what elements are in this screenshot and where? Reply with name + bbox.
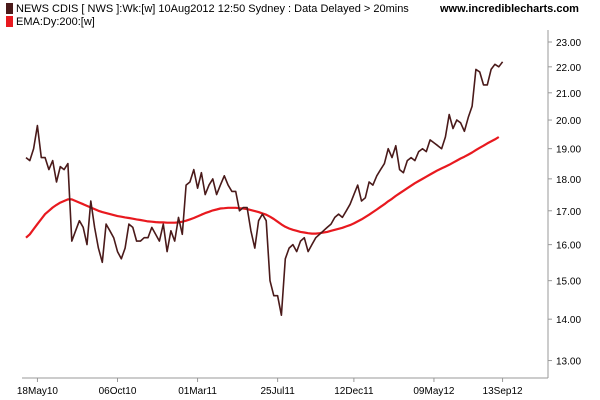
- series-layer: [25, 61, 504, 317]
- y-tick-label: 15.00: [556, 277, 581, 288]
- legend-ema-swatch: [6, 16, 13, 27]
- y-tick-label: 14.00: [556, 315, 581, 326]
- y-tick-label: 18.00: [556, 175, 581, 186]
- legend-price-swatch: [6, 3, 13, 14]
- y-tick-label: 21.00: [556, 89, 581, 100]
- x-tick-label: 09May12: [413, 386, 455, 397]
- x-axis-ticks: 18May10 06Oct10 01Mar11 25Jul11 12Dec11 09May…: [17, 378, 523, 397]
- y-tick-label: 20.00: [556, 116, 581, 127]
- y-tick-label: 22.00: [556, 63, 581, 74]
- y-tick-label: 19.00: [556, 145, 581, 156]
- ema-line: [25, 136, 500, 239]
- site-url: www.incrediblecharts.com: [439, 3, 579, 15]
- x-tick-label: 25Jul11: [260, 386, 295, 397]
- price-line: [25, 61, 504, 317]
- x-tick-label: 01Mar11: [178, 386, 217, 397]
- x-tick-label: 12Dec11: [334, 386, 374, 397]
- legend-ema-label: EMA:Dy:200:[w]: [16, 16, 95, 28]
- x-tick-label: 13Sep12: [483, 386, 523, 397]
- x-tick-label: 06Oct10: [99, 386, 137, 397]
- y-axis-ticks: 13.00 14.00 15.00 16.00 17.00 18.00 19.00 20.00…: [548, 38, 581, 368]
- legend-price-label: NEWS CDIS [ NWS ]:Wk:[w] 10Aug2012 12:50…: [16, 3, 409, 15]
- y-tick-label: 23.00: [556, 38, 581, 49]
- chart-header: NEWS CDIS [ NWS ]:Wk:[w] 10Aug2012 12:50…: [6, 3, 579, 28]
- y-tick-label: 13.00: [556, 357, 581, 368]
- axes: [22, 30, 549, 379]
- x-tick-label: 18May10: [17, 386, 59, 397]
- y-tick-label: 17.00: [556, 207, 581, 218]
- y-tick-label: 16.00: [556, 241, 581, 252]
